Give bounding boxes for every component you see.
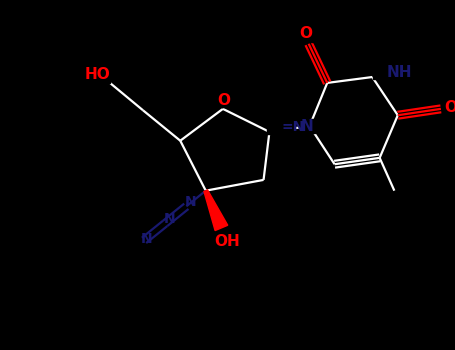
Text: N: N: [163, 212, 175, 226]
Polygon shape: [204, 190, 228, 231]
Text: O: O: [217, 92, 230, 107]
Bar: [78, 67, 110, 83]
Text: N: N: [184, 195, 196, 209]
Text: OH: OH: [214, 234, 240, 249]
Text: N: N: [141, 232, 152, 246]
Text: NH: NH: [387, 65, 413, 80]
Bar: [298, 28, 314, 42]
Text: =N: =N: [282, 120, 305, 134]
Text: O: O: [300, 26, 313, 41]
Text: HO: HO: [85, 67, 111, 82]
Bar: [215, 93, 233, 107]
Text: O: O: [444, 100, 455, 116]
Text: N: N: [301, 119, 313, 133]
Bar: [267, 120, 293, 134]
Bar: [373, 65, 399, 79]
Bar: [299, 119, 315, 133]
Bar: [442, 101, 455, 115]
